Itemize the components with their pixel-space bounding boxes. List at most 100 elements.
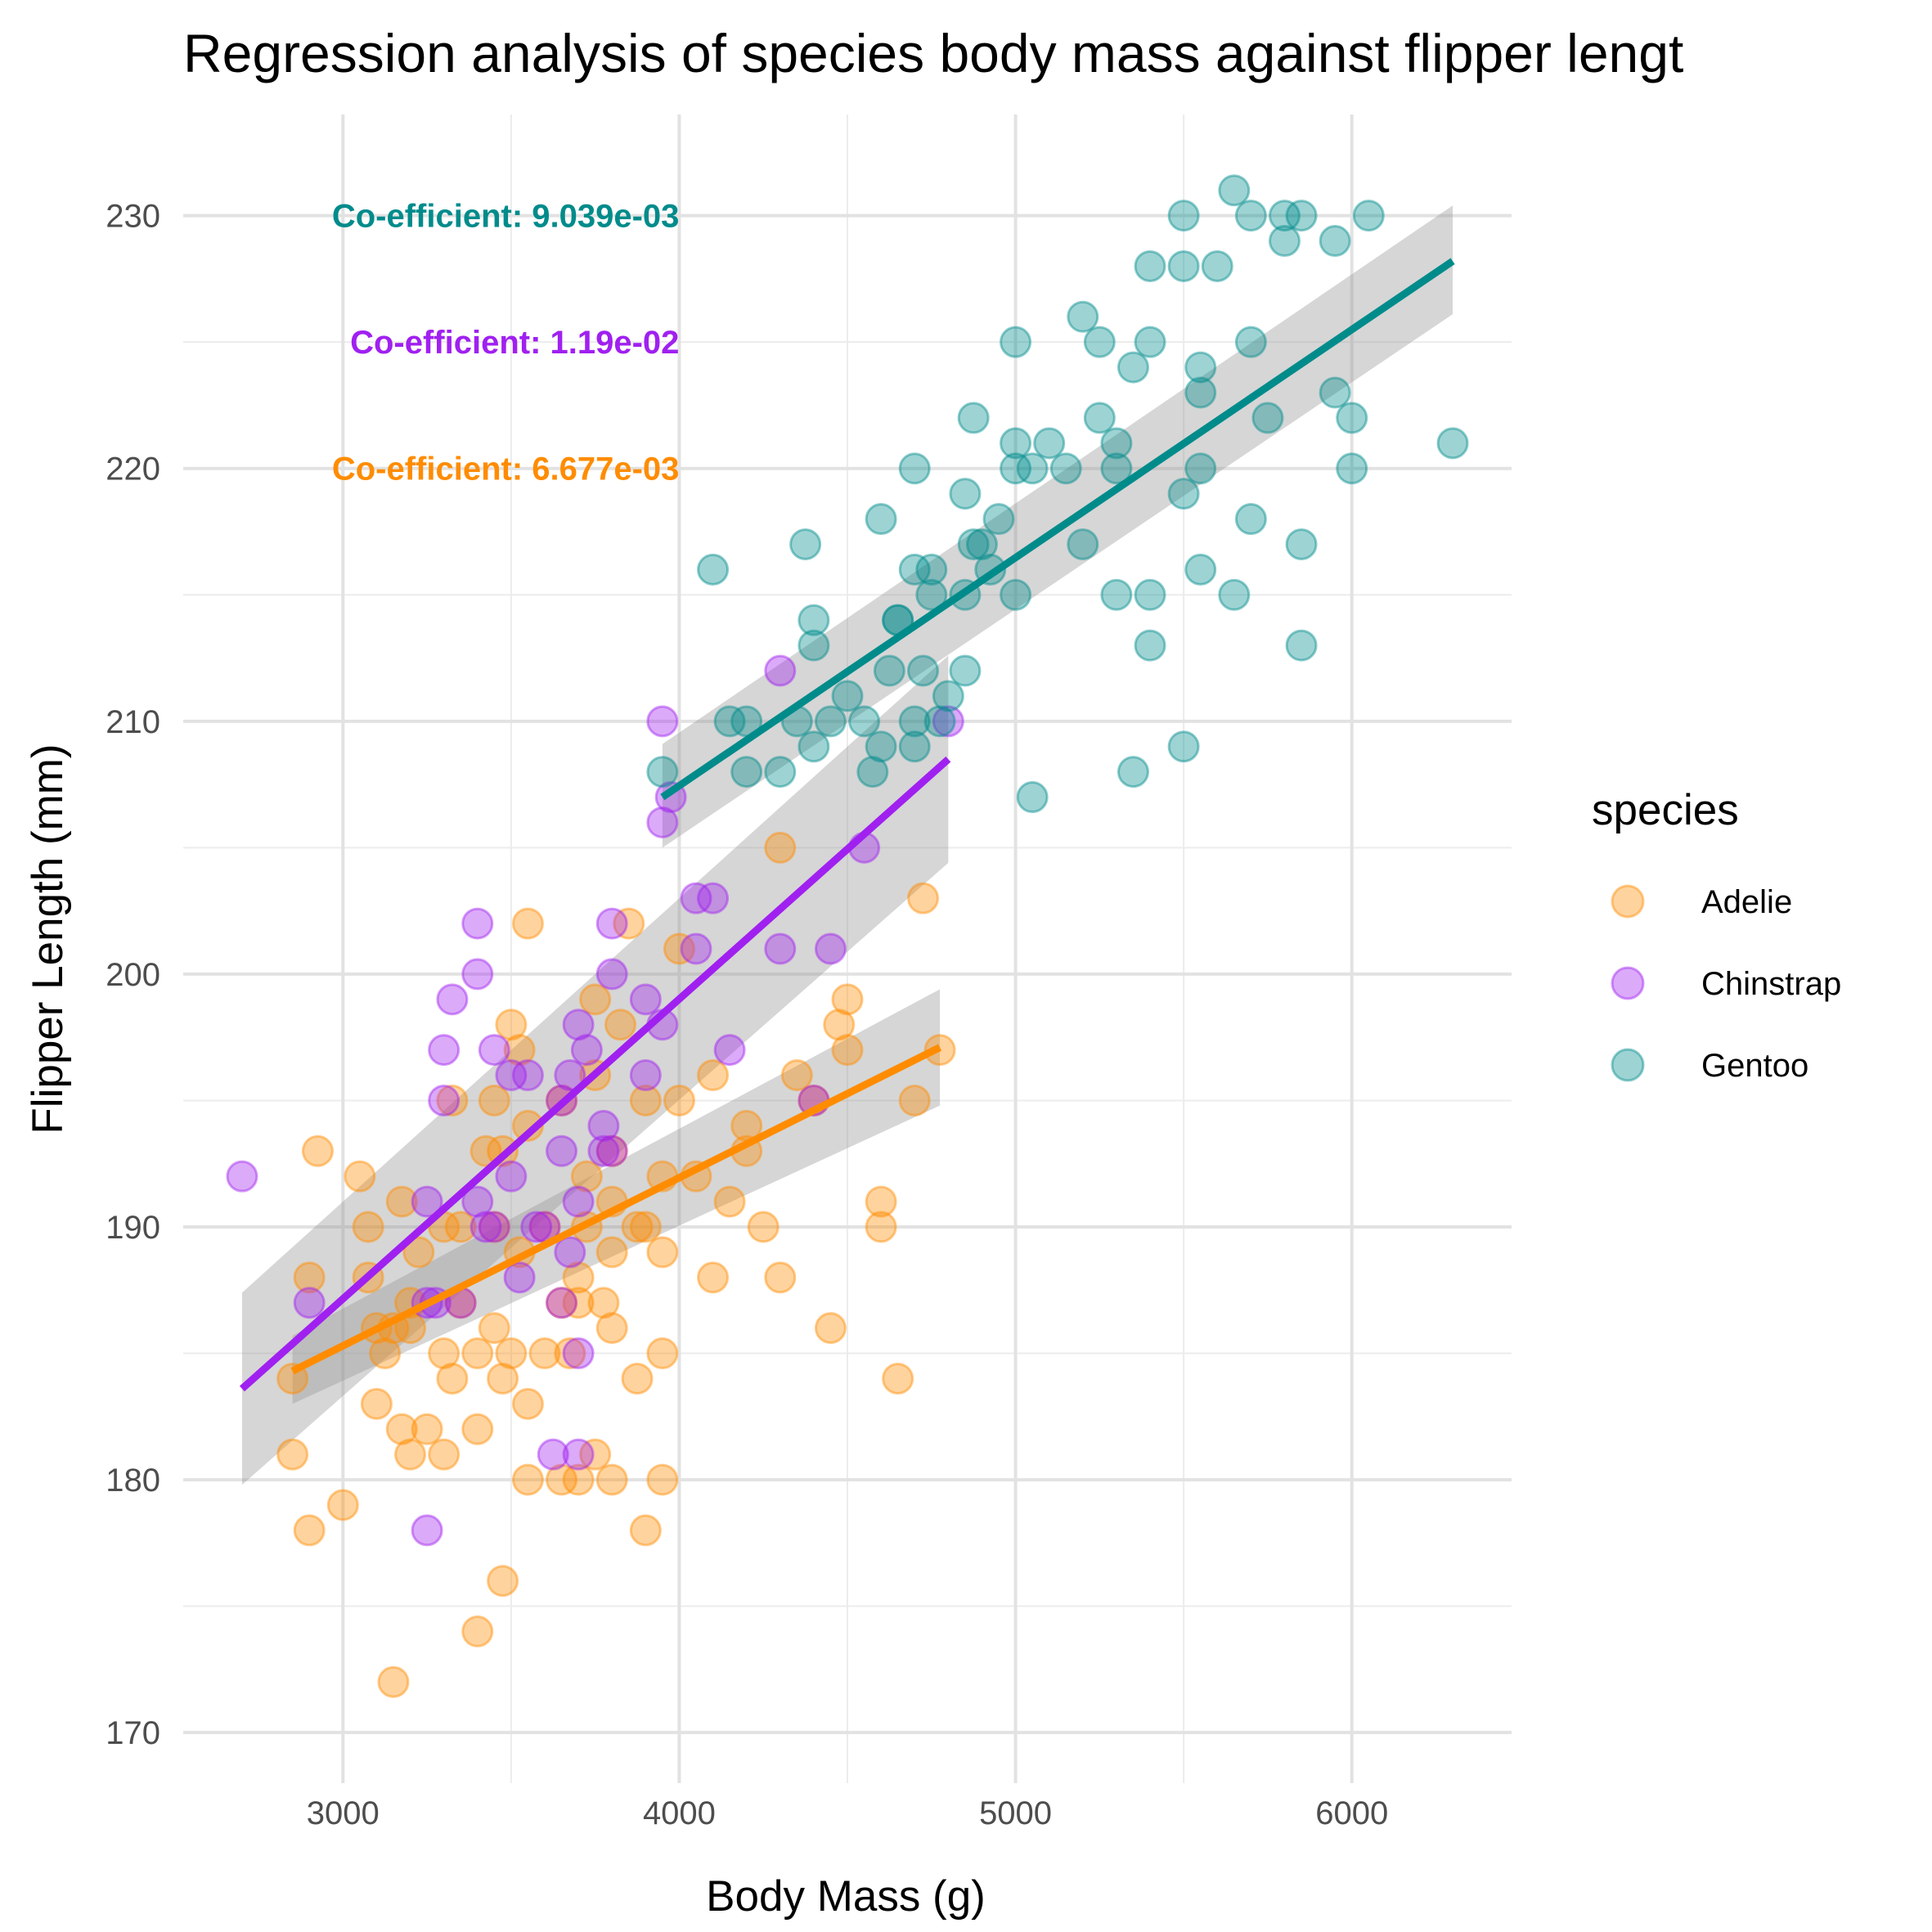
data-point [579, 983, 612, 1016]
y-tick-label: 220 [106, 452, 160, 487]
coefficient-annotation: Co-efficient: 1.19e-02 [350, 325, 679, 361]
data-point [1083, 402, 1116, 434]
data-point [789, 528, 822, 560]
data-point [873, 654, 905, 687]
data-point [546, 1134, 578, 1167]
data-point [487, 1565, 519, 1597]
data-point [915, 578, 948, 611]
coefficient-annotation: Co-efficient: 6.677e-03 [332, 452, 680, 487]
data-point [511, 907, 544, 940]
data-point [823, 1009, 856, 1041]
data-point [369, 1337, 402, 1370]
data-point [293, 1514, 326, 1547]
data-point [360, 1387, 393, 1420]
data-point [798, 629, 830, 662]
data-point [831, 1034, 864, 1067]
y-tick-label: 200 [106, 957, 160, 993]
data-point [428, 1438, 461, 1471]
data-point [1336, 402, 1368, 434]
data-point [1100, 578, 1133, 611]
data-point [680, 932, 712, 965]
data-point [856, 756, 889, 789]
data-point [898, 452, 931, 485]
data-point [276, 1438, 309, 1471]
y-axis-title: Flipper Length (mm) [24, 744, 72, 1134]
data-point [865, 1211, 897, 1243]
data-point [1000, 578, 1032, 611]
data-point [411, 1514, 443, 1547]
legend-key [1611, 966, 1645, 1000]
data-point [595, 1236, 628, 1269]
data-point [1167, 730, 1200, 763]
data-point [1218, 578, 1251, 611]
data-point [865, 1185, 897, 1218]
data-point [562, 1463, 595, 1496]
data-point [478, 1312, 510, 1345]
data-point [907, 654, 940, 687]
data-point [293, 1261, 326, 1294]
regression-line [290, 1044, 942, 1375]
data-point [511, 1109, 544, 1142]
data-point [629, 1059, 662, 1092]
data-point [478, 1034, 510, 1067]
data-point [503, 1034, 536, 1067]
data-point [646, 806, 679, 838]
data-point [495, 1337, 528, 1370]
y-tick-label: 170 [106, 1715, 160, 1751]
data-point [394, 1438, 427, 1471]
data-point [344, 1160, 376, 1193]
data-point [764, 756, 797, 789]
data-point [1134, 578, 1166, 611]
data-point [385, 1185, 418, 1218]
data-point [587, 1134, 620, 1167]
data-point [713, 1034, 746, 1067]
legend-label: Chinstrap [1701, 966, 1841, 1002]
data-point [528, 1337, 561, 1370]
data-point [646, 1463, 679, 1496]
data-point [1184, 376, 1217, 409]
data-point [882, 1362, 914, 1395]
data-point [562, 1009, 595, 1041]
data-point [831, 983, 864, 1016]
legend-label: Adelie [1701, 884, 1792, 920]
data-point [1436, 427, 1469, 460]
data-point [226, 1160, 258, 1193]
data-point [949, 654, 982, 687]
data-point [562, 1287, 595, 1319]
data-point [663, 1084, 695, 1117]
data-point [478, 1211, 510, 1243]
data-point [1201, 249, 1233, 282]
data-point [1268, 225, 1301, 258]
legend-title: species [1592, 786, 1739, 834]
data-point [898, 1084, 931, 1117]
confidence-band [292, 989, 941, 1404]
data-point [1336, 452, 1368, 485]
data-point [428, 1337, 461, 1370]
data-point [293, 1287, 326, 1319]
data-point [1117, 351, 1149, 384]
coefficient-annotation: Co-efficient: 9.039e-03 [332, 199, 680, 235]
data-point [697, 1059, 730, 1092]
data-point [932, 705, 964, 738]
data-point [1083, 326, 1116, 358]
data-point [1167, 200, 1200, 232]
x-tick-label: 5000 [979, 1795, 1052, 1831]
data-point [554, 1236, 586, 1269]
y-tick-label: 190 [106, 1210, 160, 1246]
data-point [898, 730, 931, 763]
data-point [730, 756, 763, 789]
legend-key [1611, 884, 1645, 919]
data-point [436, 983, 469, 1016]
data-point [562, 1438, 595, 1471]
data-point [495, 1059, 528, 1092]
x-tick-label: 3000 [307, 1795, 380, 1831]
data-point [1184, 452, 1217, 485]
data-point [595, 958, 628, 991]
data-point [764, 932, 797, 965]
data-point [554, 1059, 586, 1092]
data-point [1319, 225, 1351, 258]
data-point [411, 1185, 443, 1218]
axes: 3000 4000 5000 6000 170 180 190 200 210 220 230 [106, 199, 1388, 1831]
data-point [495, 1160, 528, 1193]
